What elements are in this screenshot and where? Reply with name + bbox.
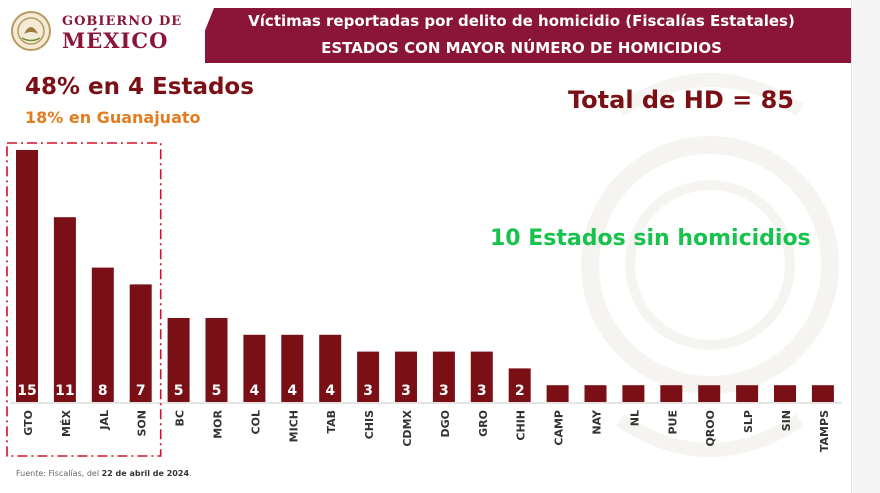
no-homicides-note: 10 Estados sin homicidios [490, 226, 811, 251]
data-label: 8 [98, 383, 108, 399]
bar [53, 217, 76, 402]
source-suffix: . [189, 469, 192, 478]
bar [508, 368, 531, 402]
source-date: 22 de abril de 2024 [101, 469, 190, 478]
x-tick-label: TAB [325, 410, 338, 434]
bar [243, 334, 266, 402]
bar [622, 385, 645, 402]
x-tick-label: TAMPS [818, 410, 831, 452]
bar [470, 351, 493, 402]
data-label: 3 [363, 383, 373, 399]
bar [432, 351, 455, 402]
x-tick-label: SON [136, 410, 149, 436]
x-tick-label: PUE [666, 410, 679, 435]
x-tick-label: NL [628, 410, 641, 426]
x-tick-label: MOR [212, 409, 225, 438]
page-title: Víctimas reportadas por delito de homici… [248, 12, 795, 30]
source-prefix: Fuente: Fiscalías, del [16, 469, 102, 478]
x-tick-label: SIN [780, 410, 793, 431]
data-label: 5 [212, 383, 222, 399]
bar [546, 385, 569, 402]
data-label: 11 [55, 383, 74, 399]
data-label: 4 [250, 383, 260, 399]
coat-of-arms-icon [11, 11, 51, 51]
x-tick-label: DGO [439, 410, 452, 438]
x-tick-label: NAY [591, 409, 604, 435]
x-tick-label: MÉX [60, 409, 73, 436]
bar [16, 150, 38, 402]
header: Víctimas reportadas por delito de homici… [0, 0, 851, 63]
x-tick-label: GTO [22, 410, 35, 436]
bar [319, 334, 342, 402]
government-logo: GOBIERNO DE MÉXICO [0, 0, 205, 63]
subheadline: 18% en Guanajuato [25, 108, 201, 127]
x-tick-label: COL [249, 410, 262, 434]
x-tick-label: CHIS [363, 410, 376, 439]
bar [774, 385, 796, 402]
slide: Víctimas reportadas por delito de homici… [0, 0, 851, 493]
data-label: 4 [325, 383, 335, 399]
bar-chart: 15 GTO 11 MÉX 8 JAL 7 SON 5 BC 5 MOR 4 COL 4 MICH 4 TAB 3 C… [6, 142, 842, 457]
bar [811, 385, 834, 402]
data-label: 4 [287, 383, 297, 399]
bar [281, 334, 304, 402]
highlight-box [6, 142, 162, 457]
data-label: 3 [439, 383, 449, 399]
x-tick-label: MICH [287, 410, 300, 442]
x-tick-label: JAL [98, 410, 111, 431]
bar [395, 351, 417, 402]
bar [584, 385, 607, 402]
logo-text-line1: GOBIERNO DE [62, 14, 183, 29]
data-label: 3 [477, 383, 487, 399]
data-label: 7 [136, 383, 146, 399]
source-note: Fuente: Fiscalías, del 22 de abril de 20… [16, 469, 192, 478]
bar [91, 267, 114, 402]
data-label: 2 [515, 383, 525, 399]
page-subtitle: ESTADOS CON MAYOR NÚMERO DE HOMICIDIOS [321, 39, 722, 57]
title-banner: Víctimas reportadas por delito de homici… [192, 8, 851, 63]
x-tick-label: SLP [742, 410, 755, 433]
bar [660, 385, 683, 402]
x-tick-label: BC [174, 410, 187, 426]
data-label: 15 [17, 383, 36, 399]
x-tick-label: GRO [477, 410, 490, 437]
bar [736, 385, 759, 402]
x-tick-label: CHIH [515, 410, 528, 441]
watermark-emblem-icon [581, 73, 839, 457]
x-tick-label: CDMX [401, 409, 414, 446]
logo-text-line2: MÉXICO [62, 28, 169, 53]
bar [698, 385, 721, 402]
x-tick-label: QROO [704, 410, 717, 447]
data-label: 5 [174, 383, 184, 399]
data-label: 3 [401, 383, 411, 399]
bar [167, 318, 190, 402]
headline: 48% en 4 Estados [25, 74, 254, 100]
x-tick-label: CAMP [553, 410, 566, 446]
bar [357, 351, 380, 402]
scroll-strip [851, 0, 880, 493]
total-label: Total de HD = 85 [568, 86, 794, 114]
bar [205, 318, 228, 402]
bar [129, 284, 152, 402]
